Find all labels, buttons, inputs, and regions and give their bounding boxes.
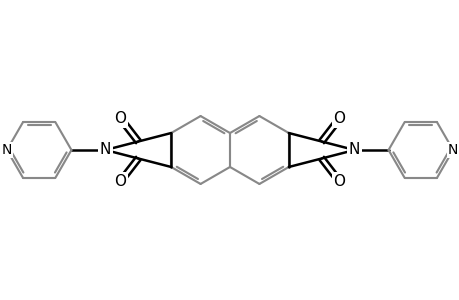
Text: N: N — [348, 142, 359, 158]
Text: O: O — [114, 174, 126, 189]
Text: O: O — [114, 111, 126, 126]
Text: N: N — [100, 142, 111, 158]
Text: N: N — [447, 143, 457, 157]
Text: N: N — [2, 143, 12, 157]
Text: O: O — [333, 174, 345, 189]
Text: O: O — [333, 111, 345, 126]
